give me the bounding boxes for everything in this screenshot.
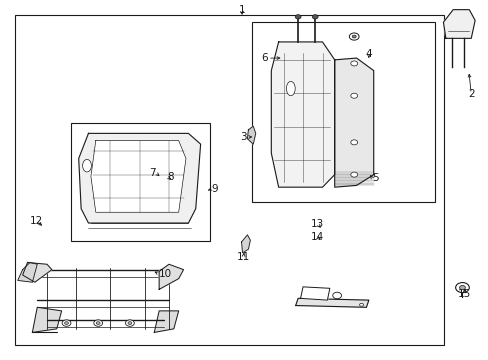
Text: 4: 4 [365, 49, 371, 59]
Circle shape [350, 172, 357, 177]
Ellipse shape [82, 159, 91, 172]
Text: 12: 12 [30, 216, 43, 226]
Circle shape [312, 15, 318, 19]
Polygon shape [300, 287, 329, 300]
Polygon shape [91, 140, 185, 212]
Text: 7: 7 [149, 168, 156, 178]
Polygon shape [334, 58, 373, 187]
Circle shape [125, 320, 134, 326]
Text: 11: 11 [236, 252, 250, 262]
Polygon shape [32, 307, 61, 332]
Circle shape [348, 33, 358, 40]
Bar [71, 123, 210, 241]
Text: 5: 5 [371, 173, 378, 183]
Circle shape [96, 321, 100, 324]
Polygon shape [241, 235, 250, 253]
Polygon shape [247, 126, 255, 144]
Circle shape [350, 93, 357, 98]
Text: 1: 1 [238, 5, 245, 15]
Polygon shape [443, 10, 474, 39]
Bar [15, 15, 444, 345]
Circle shape [62, 320, 71, 326]
Circle shape [455, 283, 468, 293]
Circle shape [350, 140, 357, 145]
Text: 15: 15 [457, 289, 470, 299]
Circle shape [459, 285, 465, 290]
Bar [251, 22, 434, 202]
Text: 13: 13 [310, 219, 324, 229]
Text: 10: 10 [159, 269, 172, 279]
Polygon shape [22, 262, 52, 282]
Circle shape [350, 61, 357, 66]
Polygon shape [79, 134, 200, 223]
Text: 6: 6 [261, 53, 267, 63]
Polygon shape [18, 262, 37, 282]
Text: 8: 8 [167, 172, 174, 182]
Text: 3: 3 [240, 132, 246, 142]
Circle shape [94, 320, 102, 326]
Text: 9: 9 [211, 184, 218, 194]
Circle shape [359, 303, 363, 306]
Polygon shape [271, 42, 334, 187]
Circle shape [332, 292, 341, 299]
Text: 14: 14 [310, 232, 324, 242]
Circle shape [128, 321, 132, 324]
Circle shape [64, 321, 68, 324]
Polygon shape [159, 264, 183, 289]
Text: 2: 2 [467, 89, 473, 99]
Polygon shape [154, 311, 178, 332]
Circle shape [295, 15, 301, 19]
Polygon shape [295, 298, 368, 307]
Circle shape [351, 35, 355, 38]
Ellipse shape [286, 81, 295, 96]
